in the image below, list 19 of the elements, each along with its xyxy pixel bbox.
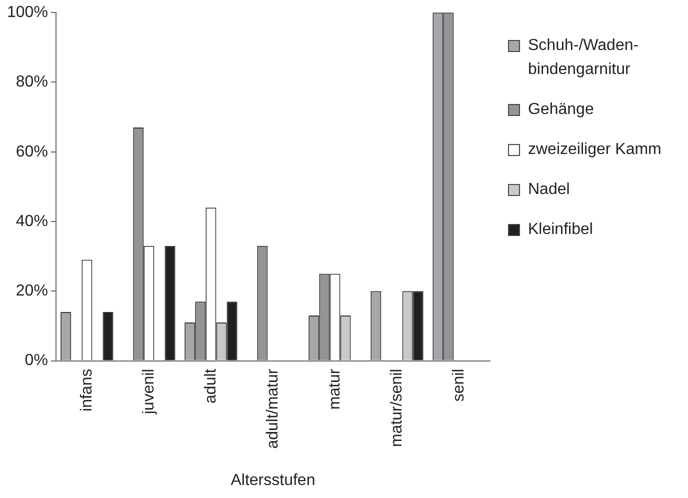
y-tick-label: 80% <box>16 74 48 91</box>
x-tick-label: matur/senil <box>388 368 406 448</box>
legend-label: Gehänge <box>528 100 594 120</box>
x-axis-title: Altersstufen <box>230 472 316 489</box>
y-tick-label: 0% <box>24 352 48 370</box>
x-tick-label: adult/matur <box>264 368 282 449</box>
x-tick-label: adult <box>202 368 220 404</box>
legend-label: Schuh-/Waden-bindengarnitur <box>528 36 640 80</box>
legend-label: Nadel <box>528 180 570 200</box>
x-tick-label: infans <box>78 368 96 412</box>
y-tick-label: 40% <box>16 212 48 230</box>
y-tick-label: 60% <box>16 143 48 160</box>
legend-label: Kleinfibel <box>528 220 593 240</box>
text: zweizeiliger Kamm <box>528 140 662 160</box>
x-tick-label: senil <box>450 368 468 402</box>
y-tick-label: 20% <box>16 282 48 300</box>
x-tick-label: matur <box>326 368 344 410</box>
x-tick-label: juvenil <box>140 368 158 416</box>
y-tick-label: 100% <box>7 4 48 22</box>
